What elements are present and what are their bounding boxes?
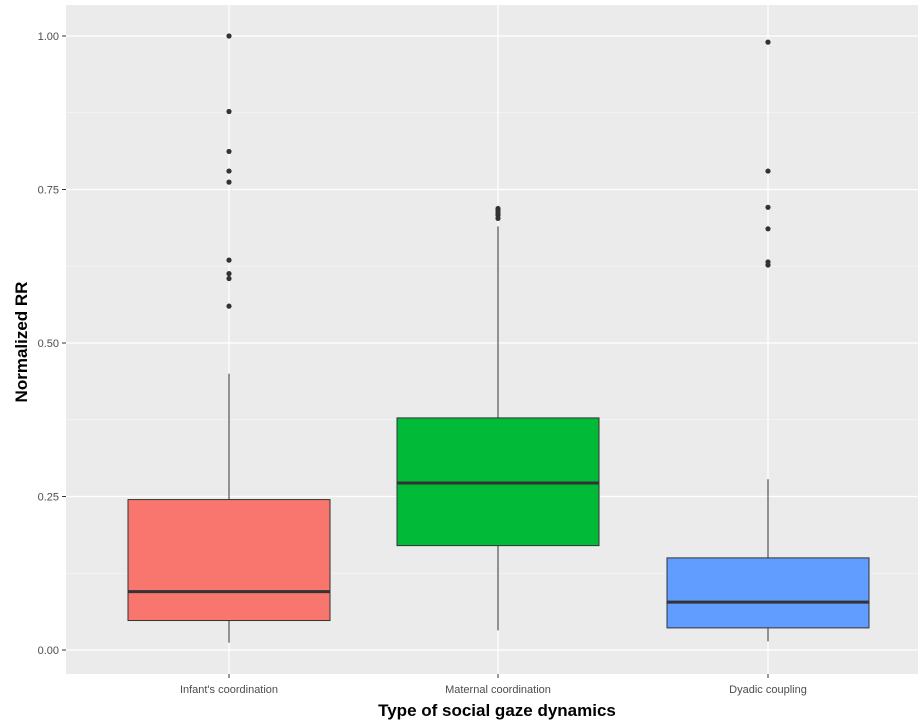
outlier-point: [226, 275, 232, 282]
outlier-point: [226, 257, 232, 263]
y-tick-label: 0.50: [38, 338, 59, 350]
outlier-point: [765, 259, 771, 265]
box-group: [127, 33, 331, 643]
y-tick-label: 0.25: [38, 492, 59, 504]
x-tick-label: Maternal coordination: [445, 684, 551, 696]
outlier-point: [765, 168, 771, 174]
box: [666, 557, 870, 629]
outlier-point: [226, 108, 232, 115]
outlier-point: [226, 179, 232, 185]
box-group: [666, 39, 870, 642]
y-tick-label: 0.75: [38, 185, 59, 197]
outlier-point: [226, 271, 232, 277]
outlier-point: [495, 205, 501, 212]
outlier-point: [226, 148, 232, 155]
y-tick-label: 0.00: [38, 645, 59, 657]
chart-marks: [127, 33, 870, 643]
x-axis-title: Type of social gaze dynamics: [378, 701, 616, 720]
outlier-point: [765, 204, 771, 210]
box-group: [396, 205, 600, 631]
x-tick-label: Infant's coordination: [180, 684, 278, 696]
outlier-point: [226, 303, 232, 309]
y-axis-title: Normalized RR: [12, 282, 31, 403]
box: [127, 499, 331, 622]
outlier-point: [765, 226, 771, 232]
y-tick-label: 1.00: [38, 31, 59, 43]
outlier-point: [226, 33, 232, 39]
outlier-point: [765, 39, 771, 45]
axes: 0.00 0.25 0.50 0.75 1.00 Infant's coordinatio…: [38, 31, 807, 696]
x-tick-label: Dyadic coupling: [729, 684, 807, 696]
outlier-point: [226, 168, 232, 174]
